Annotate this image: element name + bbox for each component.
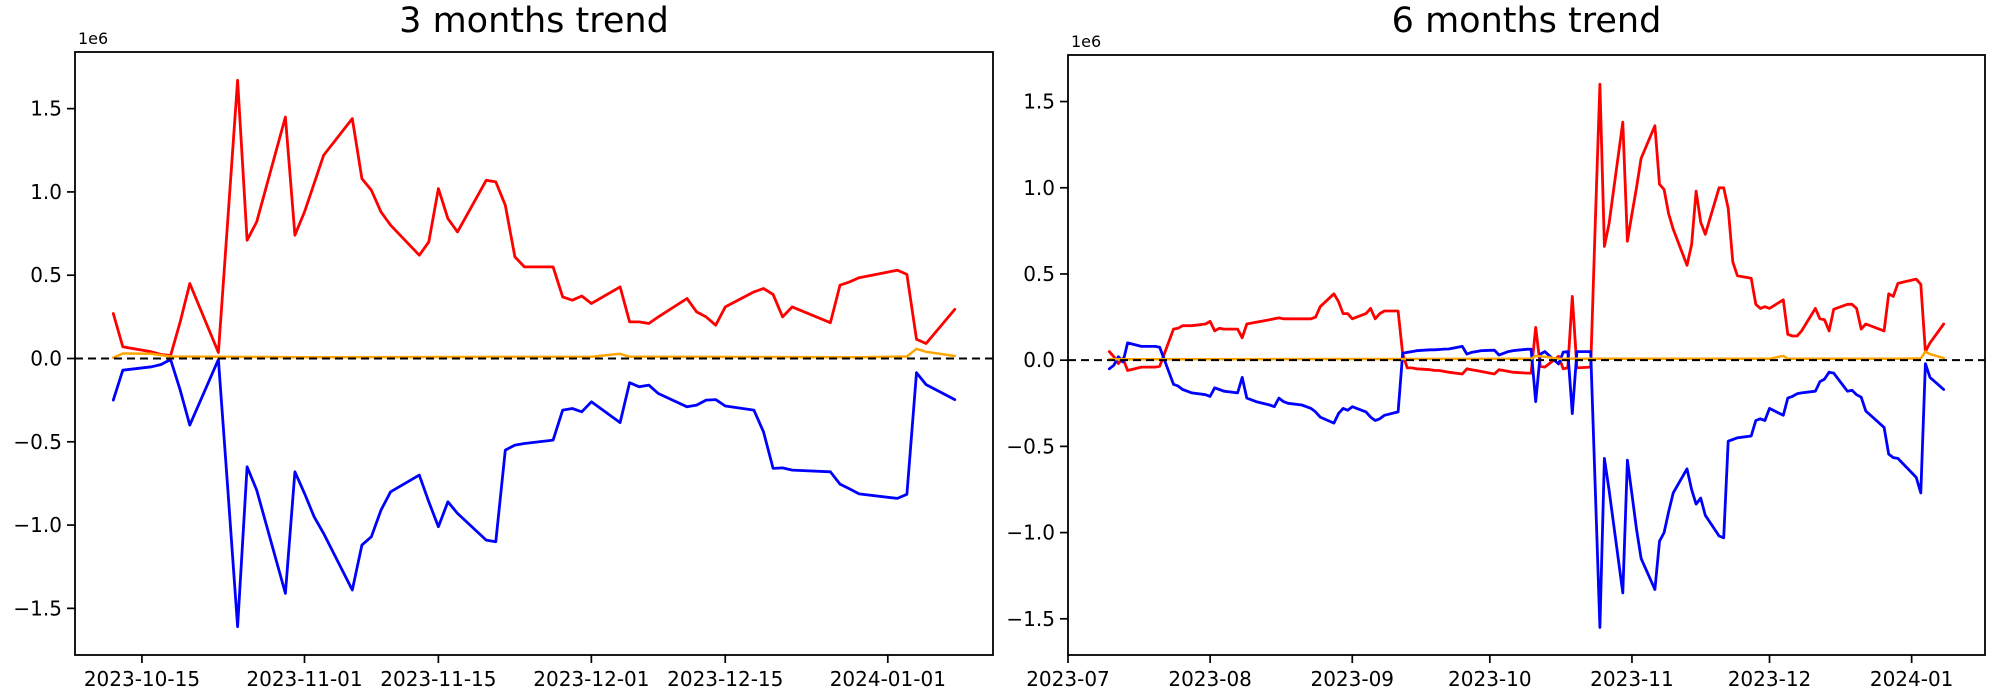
blue-line (111, 358, 957, 629)
red-line (1107, 82, 1946, 376)
chart-title-3-months-trend: 3 months trend (399, 1, 669, 41)
y-tick-label: 0.0 (1023, 348, 1055, 372)
y-tick-label: 0.0 (30, 346, 62, 370)
chart-panel-1: 1.5 1.0 0.5 0.0 −0.5 −1.0 −1.5 2023-07 2023-08 20… (1006, 32, 1986, 691)
y-tick-label: 1.5 (1023, 90, 1055, 114)
y-tick-label: −0.5 (13, 430, 62, 454)
x-tick-label: 2024-01 (1870, 667, 1954, 691)
y-tick-label: −1.0 (1006, 521, 1055, 545)
orange-line (1108, 350, 1945, 361)
x-tick-label: 2023-10-15 (84, 667, 200, 691)
x-tick-label: 2023-08 (1168, 667, 1252, 691)
y-tick-label: 1.5 (30, 97, 62, 121)
axes-frame (1067, 54, 1986, 656)
x-tick-label: 2023-09 (1310, 667, 1394, 691)
chart-panel-0: 1.5 1.0 0.5 0.0 −0.5 −1.0 −1.5 2023-10-15 2023-1… (13, 29, 994, 691)
x-tick-label: 2024-01-01 (830, 667, 946, 691)
y-tick-label: −1.0 (13, 513, 62, 537)
x-tick-label: 2023-11-15 (380, 667, 496, 691)
y-tick-label: 0.5 (1023, 262, 1055, 286)
x-tick-label: 2023-11-01 (246, 667, 362, 691)
y-tick-label: −0.5 (1006, 434, 1055, 458)
x-tick-label: 2023-12-15 (667, 667, 783, 691)
y-tick-label: −1.5 (1006, 607, 1055, 631)
y-tick-label: 1.0 (1023, 176, 1055, 200)
x-tick-label: 2023-10 (1448, 667, 1532, 691)
axis-offset-label: 1e6 (1071, 32, 1101, 51)
x-tick-label: 2023-07 (1026, 667, 1110, 691)
chart-title-6-months-trend: 6 months trend (1391, 1, 1662, 41)
axes-frame (74, 51, 994, 656)
x-tick-label: 2023-11 (1590, 667, 1674, 691)
red-line (111, 78, 957, 357)
x-tick-label: 2023-12-01 (533, 667, 649, 691)
blue-line (1107, 341, 1946, 629)
axis-offset-label: 1e6 (78, 29, 108, 48)
y-tick-label: 1.0 (30, 180, 62, 204)
y-tick-label: 0.5 (30, 263, 62, 287)
x-tick-label: 2023-12 (1728, 667, 1812, 691)
orange-line (112, 347, 957, 359)
y-tick-label: −1.5 (13, 596, 62, 620)
